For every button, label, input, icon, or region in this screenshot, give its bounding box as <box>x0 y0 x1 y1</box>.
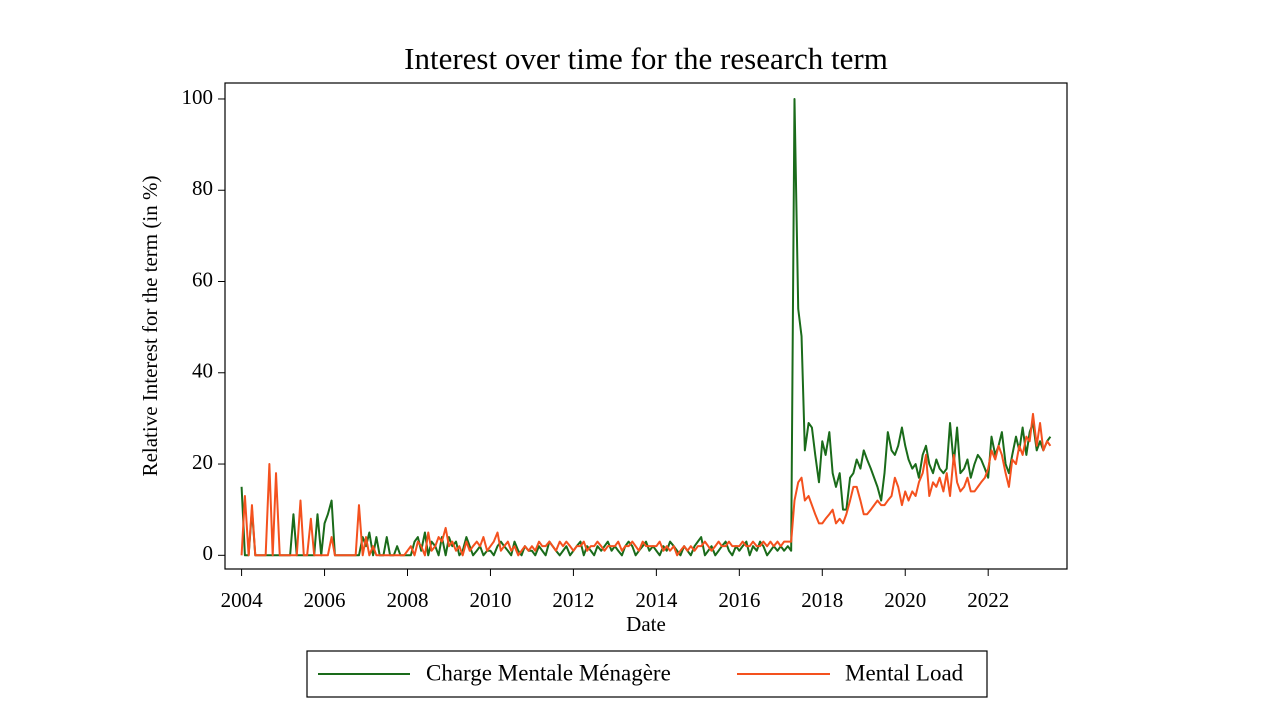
x-tick-label: 2004 <box>221 588 264 612</box>
y-tick-label: 60 <box>192 267 213 291</box>
x-tick-label: 2018 <box>801 588 843 612</box>
x-tick-label: 2008 <box>387 588 429 612</box>
x-tick-label: 2012 <box>552 588 594 612</box>
y-tick-label: 20 <box>192 450 213 474</box>
x-tick-label: 2014 <box>635 588 678 612</box>
y-tick-label: 40 <box>192 359 213 383</box>
x-tick-label: 2020 <box>884 588 926 612</box>
x-tick-label: 2010 <box>469 588 511 612</box>
series-line <box>240 97 1052 557</box>
legend-box <box>306 650 988 698</box>
legend-label: Charge Mentale Ménagère <box>426 660 671 685</box>
series-line <box>240 412 1052 557</box>
y-tick-label: 0 <box>203 541 214 565</box>
x-tick-label: 2016 <box>718 588 760 612</box>
chart-title: Interest over time for the research term <box>404 41 888 76</box>
y-tick-label: 100 <box>182 85 214 109</box>
x-axis-label: Date <box>626 612 666 636</box>
plot-frame <box>224 82 1068 570</box>
y-tick-label: 80 <box>192 176 213 200</box>
legend-label: Mental Load <box>845 660 964 685</box>
y-axis-label: Relative Interest for the term (in %) <box>138 176 162 477</box>
x-tick-label: 2006 <box>304 588 346 612</box>
x-tick-label: 2022 <box>967 588 1009 612</box>
